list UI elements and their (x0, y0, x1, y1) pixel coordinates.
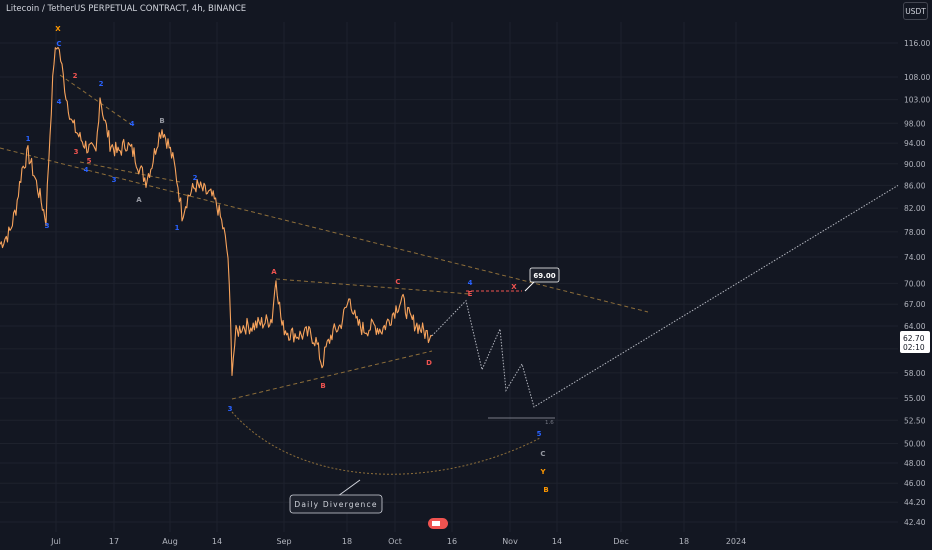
x-tick-label: 14 (552, 537, 562, 546)
x-tick-label: Oct (388, 537, 402, 546)
y-axis: 116.00 108.00 103.00 98.00 94.00 90.00 86.00 82… (904, 39, 930, 527)
divergence-arc (231, 411, 541, 475)
wave-label: B (159, 117, 164, 125)
chart-title: Litecoin / TetherUS PERPETUAL CONTRACT, … (6, 4, 247, 14)
wave-label: D (426, 359, 432, 367)
y-tick-label: 82.00 (904, 204, 926, 213)
callout-pointer (524, 280, 536, 292)
divergence-box (289, 494, 383, 514)
x-tick-label: Nov (502, 537, 518, 546)
y-tick-label: 108.00 (904, 73, 930, 82)
x-tick-label: 14 (212, 537, 222, 546)
wave-label: A (136, 196, 142, 204)
x-tick-label: Aug (162, 537, 178, 546)
wave-label: 4 (130, 120, 135, 128)
wave-label: B (320, 382, 325, 390)
x-tick-label: Dec (613, 537, 628, 546)
y-tick-label: 52.50 (904, 416, 926, 425)
wave-label: E (468, 290, 473, 298)
x-tick-label: 16 (447, 537, 457, 546)
y-tick-label: 55.00 (904, 394, 926, 403)
y-tick-label: 48.00 (904, 459, 926, 468)
x-tick-label: 18 (342, 537, 352, 546)
wave-trendline-2 (79, 161, 181, 183)
y-tick-label: 94.00 (904, 139, 926, 148)
wave-label: 3 (112, 176, 117, 184)
divergence-label: Daily Divergence (294, 500, 377, 509)
x-tick-label: 18 (679, 537, 689, 546)
trendlines: 1.6 (0, 74, 649, 475)
wave-label: C (56, 40, 61, 48)
wave-label: 4 (468, 279, 473, 287)
x-axis: Jul 17 Aug 14 Sep 18 Oct 16 Nov 14 Dec 18 2024 (50, 537, 746, 546)
y-tick-label: 44.20 (904, 498, 926, 507)
wave-label: C (540, 450, 545, 458)
y-tick-label: 86.00 (904, 181, 926, 190)
divergence-annotation: Daily Divergence (289, 479, 383, 514)
y-tick-label: 90.00 (904, 160, 926, 169)
wave-label: C (395, 278, 400, 286)
y-tick-label: 74.00 (904, 253, 926, 262)
grid (0, 22, 898, 532)
x-tick-label: 2024 (726, 537, 746, 546)
x-tick-label: 17 (109, 537, 119, 546)
callout-box (529, 267, 560, 283)
wave-label: 1 (175, 224, 180, 232)
y-tick-label: 42.40 (904, 518, 926, 527)
wave-label: 2 (99, 80, 104, 88)
wave-label: 5 (87, 157, 92, 165)
x-tick-label: Sep (276, 537, 291, 546)
price-badge-value: 62.70 (903, 334, 925, 343)
wave-label: 2 (193, 174, 198, 182)
wave-label: X (511, 283, 517, 291)
y-tick-label: 70.00 (904, 279, 926, 288)
y-tick-label: 98.00 (904, 119, 926, 128)
price-badge-box (900, 331, 930, 353)
wave-label: 4 (84, 166, 89, 174)
y-tick-label: 103.00 (904, 96, 930, 105)
wave-label: 2 (73, 72, 78, 80)
wave-label: 5 (537, 430, 542, 438)
currency-button[interactable]: USDT (903, 2, 928, 20)
wave-trendline-1 (59, 74, 133, 126)
divergence-pointer (337, 479, 361, 497)
price-line (0, 46, 433, 377)
wave-label: A (271, 268, 277, 276)
y-tick-label: 116.00 (904, 39, 930, 48)
y-tick-label: 64.00 (904, 322, 926, 331)
flag-icon-mark (432, 521, 440, 526)
y-tick-label: 46.00 (904, 479, 926, 488)
wave-label: X (55, 25, 61, 33)
wave-label: 4 (57, 98, 62, 106)
triangle-upper-line (275, 278, 471, 295)
price-callout: 69.00 (524, 267, 560, 292)
y-tick-label: 67.00 (904, 300, 926, 309)
x-tick-label: Jul (50, 537, 61, 546)
y-tick-label: 78.00 (904, 228, 926, 237)
wave-label: 3 (45, 222, 50, 230)
price-badge-countdown: 02:10 (903, 343, 925, 352)
y-tick-label: 50.00 (904, 440, 926, 449)
callout-value: 69.00 (533, 272, 555, 280)
wave-label: Y (539, 468, 546, 476)
lower-trendline (231, 350, 433, 400)
projection-path (431, 184, 899, 408)
wave-label: 3 (74, 148, 79, 156)
y-tick-label: 58.00 (904, 369, 926, 378)
wave-label: B (543, 486, 548, 494)
fib-label: 1.6 (545, 420, 554, 426)
wave-label: 1 (26, 135, 31, 143)
wave-label: 3 (228, 405, 233, 413)
flag-icon (428, 518, 448, 529)
